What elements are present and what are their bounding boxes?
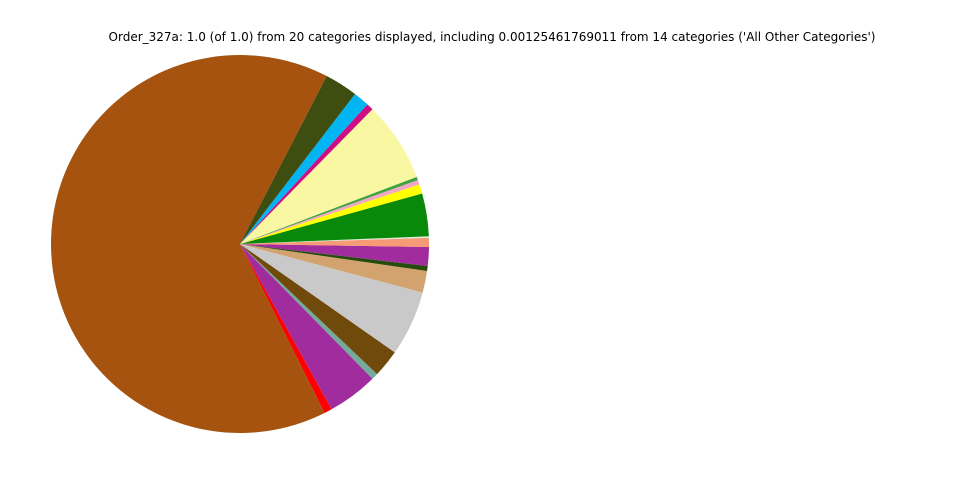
slice-pale-yellow (240, 109, 417, 244)
slice-green (240, 193, 429, 244)
slice-dark-olive (240, 76, 356, 244)
slice-tan (240, 244, 428, 293)
slice-purple-upper (240, 244, 429, 267)
slice-gray (240, 244, 423, 353)
slice-teal-sliver (240, 244, 378, 379)
slice-yellow (240, 184, 423, 244)
slice-dark-brown (240, 244, 395, 375)
slice-pink-sliver (240, 179, 420, 244)
slice-dark-green-sliver (240, 244, 428, 271)
slice-pale-green-sliver (240, 236, 429, 244)
slice-red (240, 244, 332, 413)
slice-deep-sky-blue (240, 94, 368, 244)
slice-medium-green-sliver (240, 176, 418, 244)
chart-title: Order_327a: 1.0 (of 1.0) from 20 categor… (108, 30, 876, 44)
slice-brown-large (51, 55, 327, 434)
slice-salmon (240, 237, 430, 247)
slice-magenta-sliver (240, 104, 373, 245)
slice-purple-lower (240, 244, 373, 410)
